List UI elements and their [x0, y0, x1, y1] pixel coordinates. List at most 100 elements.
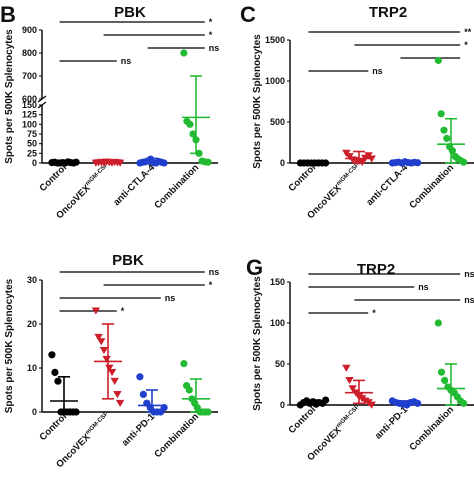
- series-group-2: [136, 373, 168, 416]
- y-tick-label: 900: [22, 25, 37, 35]
- chart-title: PBK: [114, 4, 146, 21]
- x-category-text: anti-PD-1: [120, 411, 158, 449]
- x-category-label: Control: [37, 411, 69, 443]
- data-point: [97, 338, 106, 346]
- x-category-label: anti-PD-1: [373, 404, 411, 442]
- x-category-text: OncoVEX: [54, 182, 93, 221]
- x-category-text: anti-CTLA-4: [364, 162, 410, 208]
- panel-letter: G: [246, 255, 263, 280]
- y-tick-label: 30: [27, 275, 37, 285]
- significance-label: *: [121, 306, 125, 316]
- y-tick-label: 20: [27, 319, 37, 329]
- x-category-label: Combination: [152, 162, 201, 211]
- data-point: [180, 360, 188, 368]
- data-point: [115, 399, 125, 407]
- y-tick-label: 1500: [265, 35, 285, 45]
- y-tick-label: 0: [280, 400, 285, 410]
- significance-label: ns: [209, 267, 220, 277]
- series-group-1: [91, 158, 125, 167]
- series-group-0: [296, 159, 330, 167]
- significance-label: ns: [165, 293, 176, 303]
- y-tick-label: 150: [270, 277, 285, 287]
- x-category-label: anti-CTLA-4: [364, 162, 410, 208]
- y-axis-label: Spots per 500K Splenocytes: [4, 29, 15, 164]
- x-category-label: Control: [286, 162, 318, 194]
- x-category-text: Control: [286, 162, 318, 194]
- series-group-2: [388, 158, 422, 167]
- y-tick-label: 0: [280, 158, 285, 168]
- data-point: [139, 390, 147, 398]
- y-tick-label: 600: [22, 94, 37, 104]
- x-category-label: anti-PD-1: [120, 411, 158, 449]
- y-tick-label: 100: [22, 119, 37, 129]
- data-point: [440, 126, 448, 134]
- x-category-label: Control: [286, 404, 318, 436]
- x-category-label: Combination: [407, 404, 456, 453]
- significance-label: *: [209, 280, 213, 290]
- data-point: [110, 377, 119, 385]
- series-group-0: [296, 396, 330, 409]
- y-tick-label: 100: [270, 318, 285, 328]
- x-category-label: Combination: [152, 411, 201, 460]
- data-point: [460, 158, 468, 166]
- chart-title: PBK: [112, 252, 144, 269]
- y-tick-label: 50: [275, 359, 285, 369]
- data-point: [434, 319, 442, 327]
- chart-panel-3: G TRP2 Spots per 500K Splenocytes 0 50 100 150…: [246, 255, 474, 463]
- chart-panel-0: B PBK Spots per 500K Splenocytes 0255075100…: [0, 2, 219, 221]
- data-point: [437, 110, 445, 118]
- significance-label: *: [372, 308, 376, 318]
- x-category-label: anti-CTLA-4: [111, 162, 157, 208]
- data-point: [437, 368, 446, 376]
- series-group-3: [434, 56, 468, 166]
- series-group-3: [434, 319, 468, 407]
- y-tick-label: 150: [22, 100, 37, 110]
- x-category-superscript: mGM-CSF: [85, 162, 110, 187]
- y-tick-label: 25: [27, 148, 37, 158]
- significance-label: *: [464, 40, 468, 50]
- data-point: [91, 307, 101, 315]
- significance-label: ns: [372, 66, 383, 76]
- y-tick-label: 125: [22, 110, 37, 120]
- x-category-label: Control: [37, 162, 69, 194]
- significance-label: ns: [418, 282, 429, 292]
- data-point: [136, 373, 144, 381]
- significance-label: **: [464, 27, 472, 37]
- x-category-text: OncoVEX: [305, 182, 344, 221]
- x-category-text: Control: [286, 404, 318, 436]
- x-category-text: OncoVEX: [305, 424, 344, 463]
- data-point: [348, 385, 357, 393]
- x-category-text: Combination: [407, 162, 456, 211]
- y-tick-label: 1000: [265, 76, 285, 86]
- data-point: [460, 399, 468, 407]
- data-point: [113, 391, 122, 399]
- y-tick-label: 0: [32, 407, 37, 417]
- y-tick-label: 10: [27, 363, 37, 373]
- data-point: [94, 333, 103, 341]
- significance-label: *: [209, 30, 213, 40]
- y-tick-label: 0: [32, 158, 37, 168]
- data-point: [54, 377, 62, 385]
- x-category-text: anti-PD-1: [373, 404, 411, 442]
- data-point: [434, 56, 442, 65]
- data-point: [48, 351, 56, 359]
- data-point: [160, 159, 168, 167]
- x-category-text: OncoVEX: [54, 431, 93, 470]
- y-tick-label: 700: [22, 71, 37, 81]
- significance-label: ns: [121, 56, 132, 66]
- data-point: [367, 401, 376, 409]
- data-point: [51, 368, 59, 376]
- data-point: [185, 386, 193, 394]
- data-point: [204, 408, 212, 416]
- series-group-1: [342, 364, 376, 409]
- series-group-3: [180, 360, 212, 416]
- x-category-superscript: mGM-CSF: [336, 404, 361, 429]
- data-point: [189, 130, 197, 138]
- y-tick-label: 500: [270, 117, 285, 127]
- data-point: [441, 376, 449, 384]
- data-point: [180, 49, 188, 57]
- series-group-3: [180, 49, 212, 166]
- chart-panel-1: C TRP2 Spots per 500K Splenocytes 0 500 1000 1…: [240, 2, 474, 221]
